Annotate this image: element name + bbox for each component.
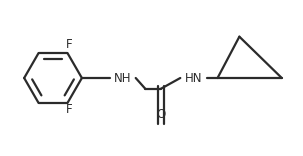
- Text: O: O: [156, 108, 165, 121]
- Text: HN: HN: [185, 71, 202, 85]
- Text: NH: NH: [114, 71, 132, 85]
- Text: F: F: [66, 37, 73, 51]
- Text: F: F: [66, 103, 73, 117]
